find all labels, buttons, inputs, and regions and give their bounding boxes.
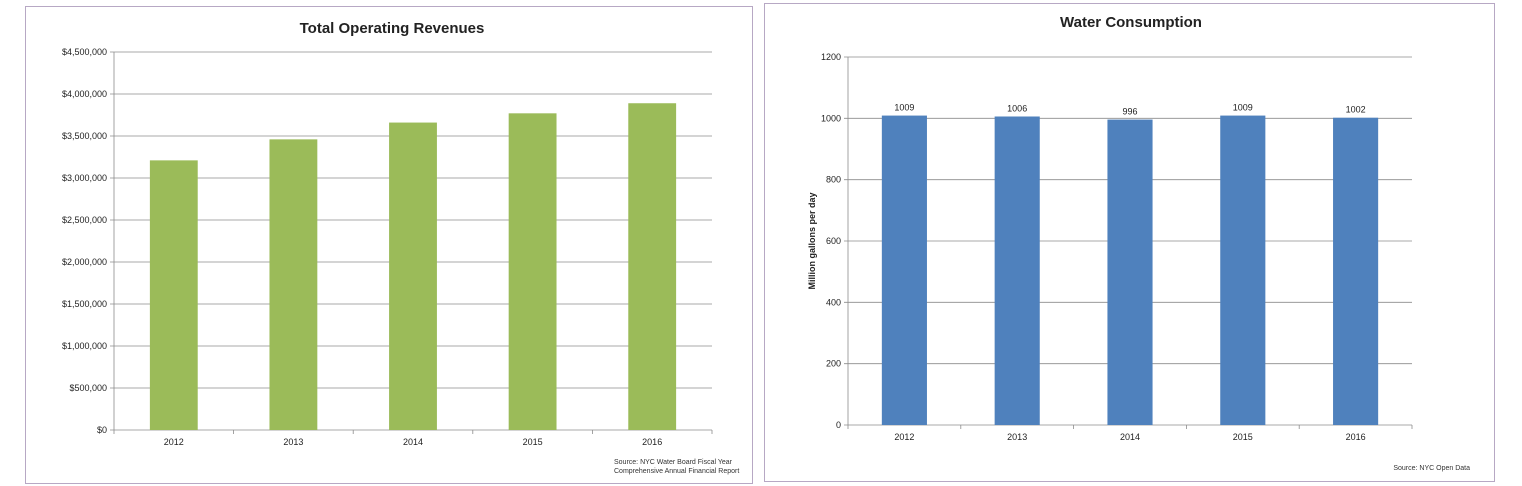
y-tick-label: $2,000,000: [62, 257, 107, 267]
data-label: 1009: [1233, 103, 1253, 113]
bar-2013: [269, 139, 318, 431]
x-tick-label: 2013: [1007, 432, 1027, 442]
data-label: 996: [1122, 107, 1137, 117]
x-tick-label: 2013: [283, 437, 303, 447]
x-tick-label: 2014: [1120, 432, 1140, 442]
revenue-chart-panel: Total Operating Revenues $0 $500,000 $1,000…: [25, 6, 753, 484]
y-tick-label: $2,500,000: [62, 215, 107, 225]
y-axis-title: Million gallons per day: [807, 192, 817, 289]
y-tick-label: $1,000,000: [62, 341, 107, 351]
bar-2013: [994, 116, 1040, 425]
x-tick-label: 2015: [1233, 432, 1253, 442]
y-tick-label: $4,500,000: [62, 47, 107, 57]
y-tick-label: 1200: [821, 52, 841, 62]
bar-2014: [1107, 119, 1153, 425]
bar-2012: [149, 160, 198, 431]
y-tick-label: 800: [826, 175, 841, 185]
y-tick-label: 600: [826, 236, 841, 246]
bar-2016: [628, 103, 677, 431]
chart-title: Water Consumption: [1060, 14, 1202, 31]
x-tick-label: 2012: [894, 432, 914, 442]
y-tick-label: $3,500,000: [62, 131, 107, 141]
x-tick-label: 2014: [403, 437, 423, 447]
x-tick-label: 2012: [164, 437, 184, 447]
y-tick-label: $0: [97, 425, 107, 435]
water-consumption-chart: Water Consumption 0 200 400 600 800 1000 1200 20…: [807, 14, 1470, 472]
x-tick-label: 2015: [523, 437, 543, 447]
source-note: Source: NYC Water Board Fiscal Year: [614, 459, 733, 466]
data-label: 1009: [894, 103, 914, 113]
source-note: Comprehensive Annual Financial Report: [614, 468, 739, 475]
revenue-chart: Total Operating Revenues $0 $500,000 $1,000…: [62, 20, 739, 475]
y-tick-label: 1000: [821, 113, 841, 123]
water-chart-panel: Water Consumption 0 200 400 600 800 1000 1200 20…: [764, 3, 1495, 482]
y-tick-label: $4,000,000: [62, 89, 107, 99]
bar-2015: [508, 113, 557, 430]
bar-2014: [389, 122, 437, 430]
y-tick-label: 400: [826, 297, 841, 307]
x-tick-label: 2016: [642, 437, 662, 447]
data-label: 1002: [1346, 105, 1366, 115]
y-tick-label: 200: [826, 359, 841, 369]
source-note: Source: NYC Open Data: [1393, 465, 1470, 472]
y-tick-label: $500,000: [69, 383, 107, 393]
bar-2015: [1220, 115, 1266, 425]
y-tick-label: $3,000,000: [62, 173, 107, 183]
y-tick-label: 0: [836, 420, 841, 430]
bar-2012: [881, 115, 927, 425]
y-tick-label: $1,500,000: [62, 299, 107, 309]
chart-title: Total Operating Revenues: [300, 20, 485, 37]
data-label: 1006: [1007, 103, 1027, 113]
bar-2016: [1333, 117, 1379, 425]
x-tick-label: 2016: [1346, 432, 1366, 442]
